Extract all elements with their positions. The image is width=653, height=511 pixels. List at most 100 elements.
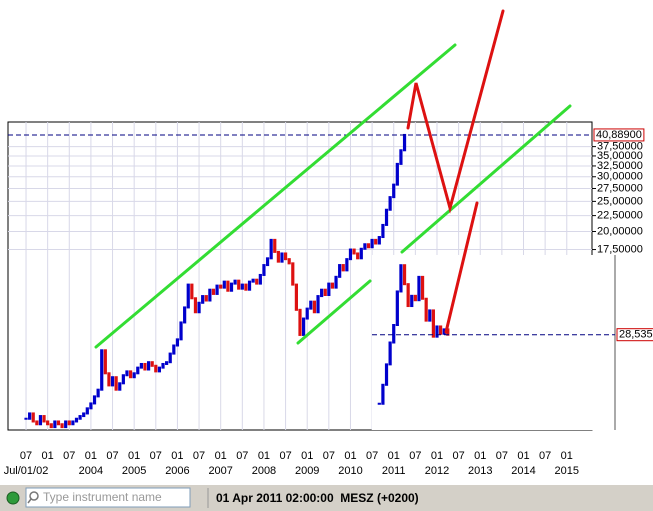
x-tick-label: 01 (171, 450, 183, 462)
search-icon (29, 491, 39, 501)
candle (366, 243, 371, 249)
candle (323, 288, 327, 296)
candle (143, 362, 147, 371)
candle (392, 183, 396, 199)
candle (226, 280, 230, 292)
candle (132, 372, 136, 379)
candle (388, 341, 392, 366)
candle (92, 395, 97, 405)
projection-line (406, 9, 505, 214)
x-tick-label: 01 (344, 450, 356, 462)
candle (305, 307, 309, 320)
candle (312, 300, 317, 314)
x-tick-label: 07 (193, 450, 205, 462)
candle (78, 415, 82, 420)
candle (309, 300, 313, 310)
candle (204, 295, 208, 302)
candle (320, 288, 324, 298)
candle (96, 388, 100, 398)
candle (193, 297, 198, 314)
x-tick-label: 01 (128, 450, 140, 462)
year-label: 2005 (122, 465, 146, 477)
candle (395, 290, 399, 326)
x-tick-label: 01 (301, 450, 313, 462)
overlay-candles (377, 264, 450, 405)
candle (420, 275, 425, 300)
candle (128, 370, 133, 379)
candle (85, 407, 89, 415)
year-label: 2007 (208, 465, 232, 477)
candle (370, 238, 374, 249)
candle (136, 366, 140, 375)
candle (215, 284, 219, 295)
candle (24, 417, 28, 420)
candle (298, 308, 302, 336)
price-lines: 40,88900 28,535 (8, 128, 653, 342)
trend-drawings (94, 9, 572, 349)
search-box[interactable] (25, 487, 191, 508)
candle (89, 402, 93, 410)
candle (435, 325, 439, 338)
candle (399, 264, 403, 293)
candle (384, 208, 389, 226)
candle (359, 247, 363, 260)
candle (330, 282, 335, 289)
candle (35, 420, 39, 426)
axes: 07 01 07 01 07 01 07 01 07 01 07 01 07 01 07 01 07 01 07 01… (4, 141, 643, 477)
candle (446, 328, 450, 336)
x-tick-label: 07 (539, 450, 551, 462)
candle (165, 361, 169, 365)
candle (179, 321, 183, 341)
candle (121, 374, 125, 385)
candle (381, 223, 385, 239)
year-label: 2015 (555, 465, 579, 477)
candle (118, 382, 122, 391)
candle (273, 238, 277, 253)
candle (255, 278, 259, 285)
candle (71, 420, 75, 426)
candle (82, 412, 86, 418)
candle (280, 252, 284, 263)
x-tick-label: 07 (236, 450, 248, 462)
candle (161, 362, 165, 369)
candle (341, 264, 345, 272)
candle (197, 301, 201, 314)
candle (237, 279, 241, 290)
candle (38, 415, 43, 426)
x-tick-label: 07 (279, 450, 291, 462)
candle (201, 295, 205, 304)
year-label: 2013 (468, 465, 492, 477)
candle (125, 370, 129, 377)
year-label: Jul/01/02 (4, 465, 49, 477)
x-tick-label: 07 (63, 450, 75, 462)
candle (431, 309, 435, 338)
candle (172, 344, 176, 355)
y-tick-label: 25,00000 (597, 195, 643, 207)
candle (399, 149, 403, 165)
candle (211, 288, 216, 295)
candle (190, 283, 194, 300)
candle (64, 420, 68, 429)
year-label: 2011 (382, 465, 406, 477)
search-icon (27, 498, 32, 504)
candle (392, 324, 396, 344)
trend-line (296, 279, 372, 345)
candle (388, 196, 392, 211)
year-label: 2010 (338, 465, 362, 477)
last-price-box (593, 128, 645, 142)
candle (219, 284, 223, 289)
last-price-label: 28,535 (619, 329, 653, 341)
y-tick-label: 22,50000 (597, 210, 643, 222)
x-tick-label: 01 (42, 450, 54, 462)
candle (183, 306, 187, 324)
candle (291, 262, 295, 286)
overlay-panel (372, 255, 615, 430)
candle (107, 372, 111, 387)
candle (334, 275, 338, 289)
candle (146, 361, 151, 371)
x-tick-label: 01 (561, 450, 573, 462)
candle (265, 257, 270, 267)
x-tick-label: 07 (106, 450, 118, 462)
x-tick-label: 07 (150, 450, 162, 462)
